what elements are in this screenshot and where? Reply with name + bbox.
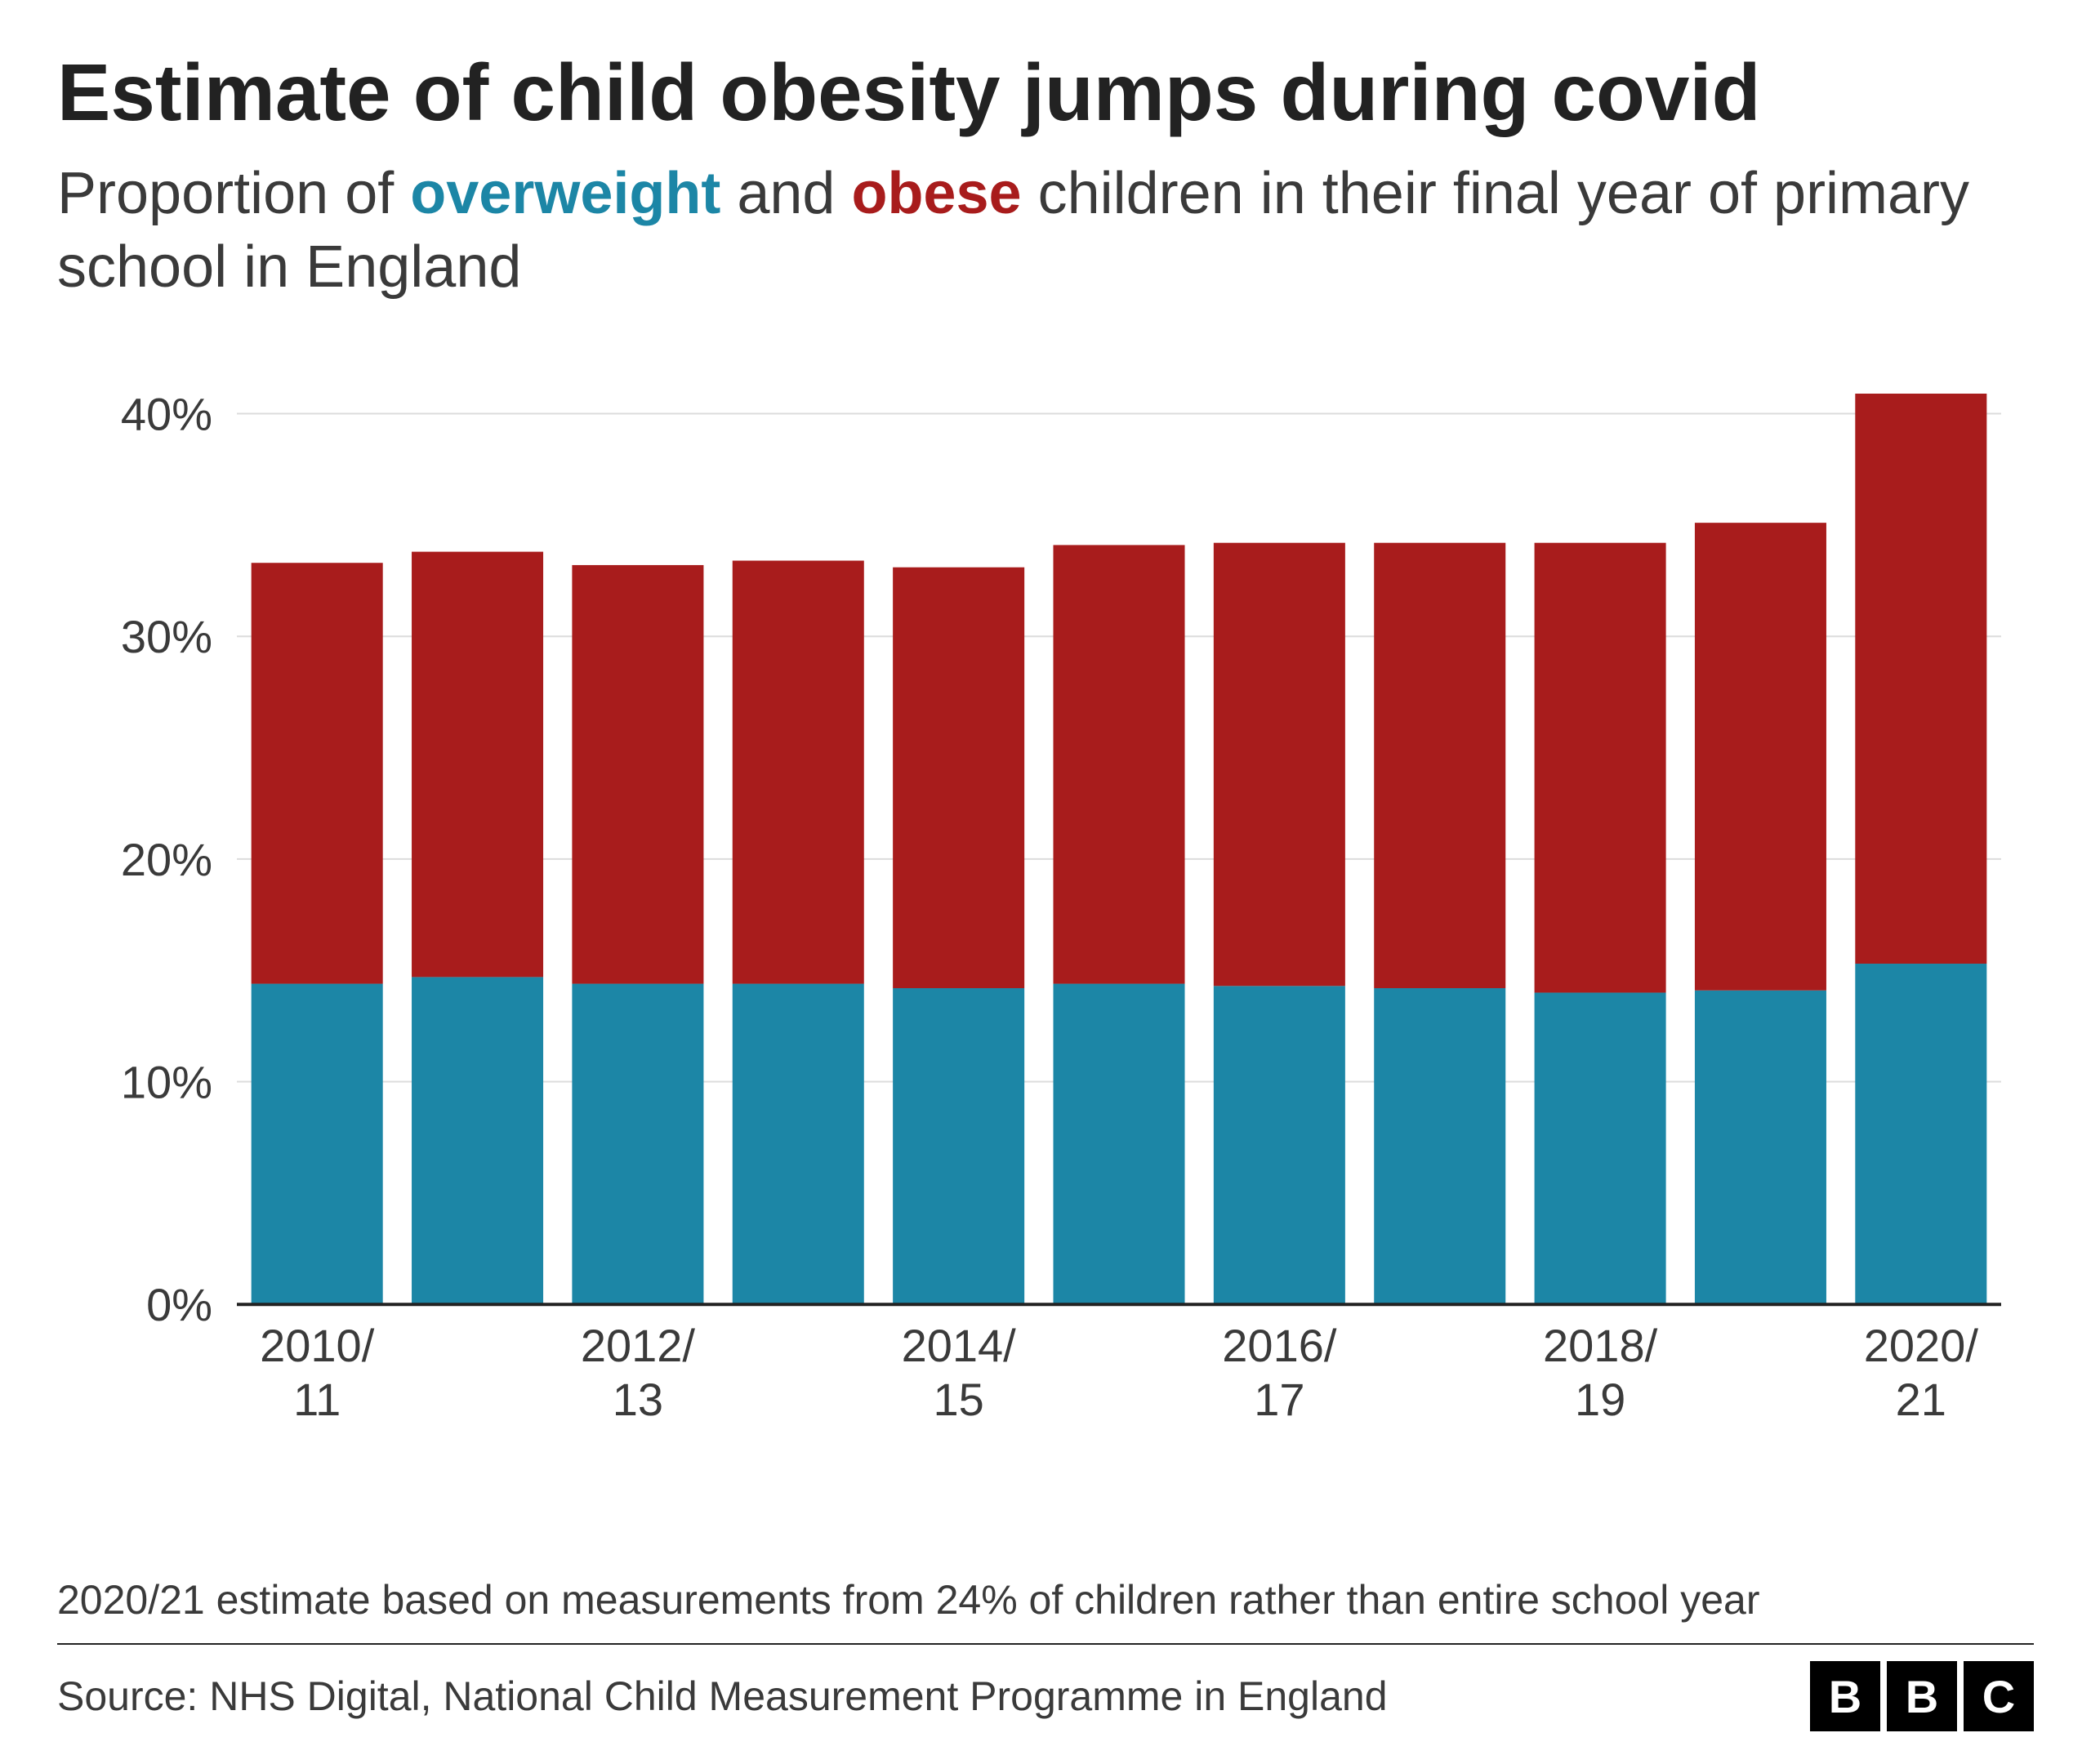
bar-overweight [412, 977, 543, 1304]
bar-obese [252, 563, 383, 983]
bbc-logo-letter: C [1964, 1661, 2034, 1731]
source-text: Source: NHS Digital, National Child Meas… [57, 1673, 1388, 1720]
x-axis-label: 19 [1575, 1374, 1625, 1425]
bar-overweight [1695, 991, 1826, 1304]
x-axis-label: 2016/ [1222, 1320, 1337, 1371]
bar-obese [1855, 394, 1986, 964]
chart-footnote: 2020/21 estimate based on measurements f… [57, 1574, 2034, 1627]
keyword-overweight: overweight [410, 161, 720, 226]
bar-overweight [1053, 983, 1184, 1304]
x-axis-label: 2010/ [260, 1320, 375, 1371]
y-axis-label: 10% [121, 1056, 212, 1107]
y-axis-label: 40% [121, 388, 212, 439]
bar-overweight [1374, 988, 1505, 1304]
chart-subtitle: Proportion of overweight and obese child… [57, 157, 2034, 304]
chart-title: Estimate of child obesity jumps during c… [57, 49, 2034, 137]
bbc-logo-letter: B [1810, 1661, 1880, 1731]
chart-container: Estimate of child obesity jumps during c… [0, 0, 2091, 1764]
bar-obese [412, 551, 543, 977]
x-axis-label: 11 [293, 1374, 341, 1425]
bar-overweight [1855, 964, 1986, 1304]
x-axis-label: 13 [613, 1374, 663, 1425]
bar-overweight [1535, 992, 1666, 1304]
bar-overweight [252, 983, 383, 1304]
bar-obese [733, 560, 864, 983]
subtitle-part: and [720, 161, 851, 226]
y-axis-label: 30% [121, 611, 212, 662]
bar-obese [1374, 542, 1505, 987]
x-axis-label: 17 [1254, 1374, 1304, 1425]
bar-overweight [893, 988, 1024, 1304]
x-axis-label: 2012/ [581, 1320, 696, 1371]
subtitle-part: Proportion of [57, 161, 410, 226]
stacked-bar-chart: 0% 10% 20% 30% 40% 2010/11 2012/13 2014/15 2016/… [57, 336, 2034, 1533]
bar-obese [1214, 542, 1345, 986]
y-axis-label: 0% [146, 1279, 212, 1330]
bar-obese [1535, 542, 1666, 992]
bbc-logo: B B C [1810, 1661, 2034, 1731]
chart-plot-area: 0% 10% 20% 30% 40% 2010/11 2012/13 2014/15 2016/… [57, 336, 2034, 1533]
footer-row: Source: NHS Digital, National Child Meas… [57, 1643, 2034, 1731]
bbc-logo-letter: B [1887, 1661, 1957, 1731]
keyword-obese: obese [851, 161, 1021, 226]
bar-obese [893, 567, 1024, 987]
y-axis-label: 20% [121, 834, 212, 885]
bar-obese [1695, 523, 1826, 991]
bar-overweight [733, 983, 864, 1304]
bar-overweight [572, 983, 703, 1304]
x-axis-label: 2020/ [1864, 1320, 1979, 1371]
bar-obese [1053, 545, 1184, 983]
x-axis-label: 21 [1896, 1374, 1946, 1425]
bar-obese [572, 565, 703, 984]
x-axis-label: 2018/ [1543, 1320, 1658, 1371]
bar-overweight [1214, 986, 1345, 1304]
x-axis-label: 15 [933, 1374, 983, 1425]
x-axis-label: 2014/ [902, 1320, 1017, 1371]
